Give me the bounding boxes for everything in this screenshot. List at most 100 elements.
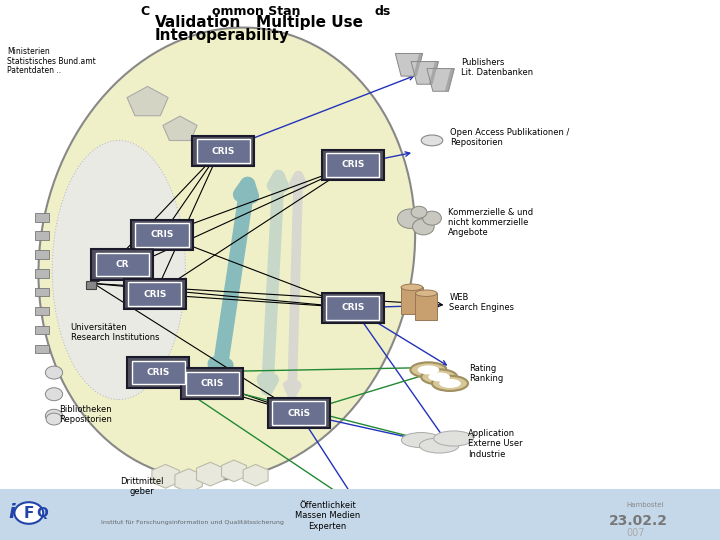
Polygon shape (445, 69, 454, 91)
Polygon shape (197, 462, 224, 486)
FancyBboxPatch shape (128, 282, 181, 306)
FancyBboxPatch shape (322, 150, 384, 180)
FancyBboxPatch shape (322, 293, 384, 323)
Ellipse shape (311, 491, 354, 508)
Circle shape (423, 211, 441, 225)
Circle shape (14, 502, 43, 524)
FancyBboxPatch shape (35, 345, 49, 353)
Circle shape (45, 409, 63, 422)
Ellipse shape (402, 433, 441, 448)
Text: Application
Externe User
Industrie: Application Externe User Industrie (468, 429, 523, 459)
Text: CR: CR (116, 260, 129, 269)
Circle shape (45, 388, 63, 401)
Text: ommon Stan: ommon Stan (212, 5, 301, 18)
Ellipse shape (415, 290, 437, 296)
FancyBboxPatch shape (272, 401, 325, 425)
Text: Validation: Validation (155, 15, 241, 30)
Text: WEB
Search Engines: WEB Search Engines (449, 293, 514, 312)
Text: CRiS: CRiS (287, 409, 310, 417)
Ellipse shape (351, 492, 391, 507)
Ellipse shape (53, 140, 186, 400)
FancyBboxPatch shape (135, 223, 189, 247)
Ellipse shape (421, 135, 443, 146)
Text: Universitäten
Research Institutions: Universitäten Research Institutions (71, 323, 159, 342)
Text: CRIS: CRIS (341, 160, 364, 169)
Text: Öffentlichkeit
Massen Medien
Experten: Öffentlichkeit Massen Medien Experten (295, 501, 360, 531)
FancyBboxPatch shape (268, 398, 330, 428)
Text: Open Access Publikationen /
Repositorien: Open Access Publikationen / Repositorien (450, 128, 570, 147)
Text: Multiple Use: Multiple Use (256, 15, 363, 30)
Text: 23.02.2: 23.02.2 (608, 514, 667, 528)
FancyBboxPatch shape (35, 250, 49, 259)
Ellipse shape (401, 284, 423, 291)
Bar (0, 489, 720, 540)
Text: Q: Q (36, 506, 48, 520)
FancyBboxPatch shape (181, 368, 243, 399)
Circle shape (397, 209, 423, 228)
FancyBboxPatch shape (197, 139, 250, 163)
FancyBboxPatch shape (86, 281, 96, 289)
Ellipse shape (38, 28, 415, 480)
Text: Patentdaten ..: Patentdaten .. (7, 66, 61, 76)
Text: Bibliotheken
Repositorien: Bibliotheken Repositorien (59, 405, 112, 424)
FancyBboxPatch shape (35, 307, 49, 315)
Ellipse shape (428, 373, 450, 381)
FancyBboxPatch shape (124, 279, 186, 309)
FancyBboxPatch shape (326, 153, 379, 177)
Ellipse shape (418, 366, 439, 374)
Polygon shape (175, 469, 202, 492)
Polygon shape (411, 62, 438, 84)
FancyBboxPatch shape (35, 326, 49, 334)
Ellipse shape (439, 379, 461, 388)
FancyBboxPatch shape (35, 231, 49, 240)
Polygon shape (152, 464, 179, 488)
Ellipse shape (419, 438, 459, 453)
Text: Ministerien: Ministerien (7, 47, 50, 56)
Text: F: F (24, 505, 34, 521)
Text: 007: 007 (626, 528, 645, 538)
Circle shape (411, 206, 427, 218)
Text: ds: ds (374, 5, 391, 18)
Ellipse shape (421, 369, 457, 384)
FancyBboxPatch shape (401, 287, 423, 314)
FancyBboxPatch shape (326, 296, 379, 320)
Ellipse shape (433, 431, 474, 446)
Text: i: i (9, 503, 15, 523)
Text: CRIS: CRIS (150, 231, 174, 239)
Circle shape (46, 413, 62, 425)
Polygon shape (429, 62, 438, 84)
FancyBboxPatch shape (131, 220, 193, 250)
FancyBboxPatch shape (127, 357, 189, 388)
Polygon shape (427, 69, 454, 91)
FancyBboxPatch shape (35, 269, 49, 278)
Polygon shape (413, 53, 423, 76)
Text: C: C (140, 5, 150, 18)
Text: Drittmittel
geber: Drittmittel geber (120, 477, 163, 496)
Text: Rating
Ranking: Rating Ranking (469, 364, 504, 383)
Text: Publishers
Lit. Datenbanken: Publishers Lit. Datenbanken (461, 58, 533, 77)
Polygon shape (222, 460, 246, 482)
Circle shape (413, 219, 434, 235)
Ellipse shape (410, 362, 446, 377)
Polygon shape (243, 464, 268, 486)
Text: Interoperability: Interoperability (155, 28, 289, 43)
FancyBboxPatch shape (35, 213, 49, 222)
FancyBboxPatch shape (96, 253, 149, 276)
Text: Hambostel: Hambostel (626, 502, 664, 508)
Text: Statistisches Bund.amt: Statistisches Bund.amt (7, 57, 96, 66)
Ellipse shape (432, 376, 468, 391)
Text: Kommerzielle & und
nicht kommerzielle
Angebote: Kommerzielle & und nicht kommerzielle An… (448, 207, 533, 238)
Polygon shape (127, 86, 168, 116)
Ellipse shape (331, 500, 374, 516)
Circle shape (45, 366, 63, 379)
Text: Institut für Forschungsinformation und Qualitätssicherung: Institut für Forschungsinformation und Q… (101, 519, 284, 525)
FancyBboxPatch shape (91, 249, 153, 280)
Text: CRIS: CRIS (212, 147, 235, 156)
Text: CRIS: CRIS (201, 379, 224, 388)
FancyBboxPatch shape (192, 136, 254, 166)
Text: CRIS: CRIS (143, 290, 166, 299)
Text: CRIS: CRIS (147, 368, 170, 377)
FancyBboxPatch shape (132, 361, 185, 384)
Polygon shape (395, 53, 423, 76)
Text: CRIS: CRIS (341, 303, 364, 312)
